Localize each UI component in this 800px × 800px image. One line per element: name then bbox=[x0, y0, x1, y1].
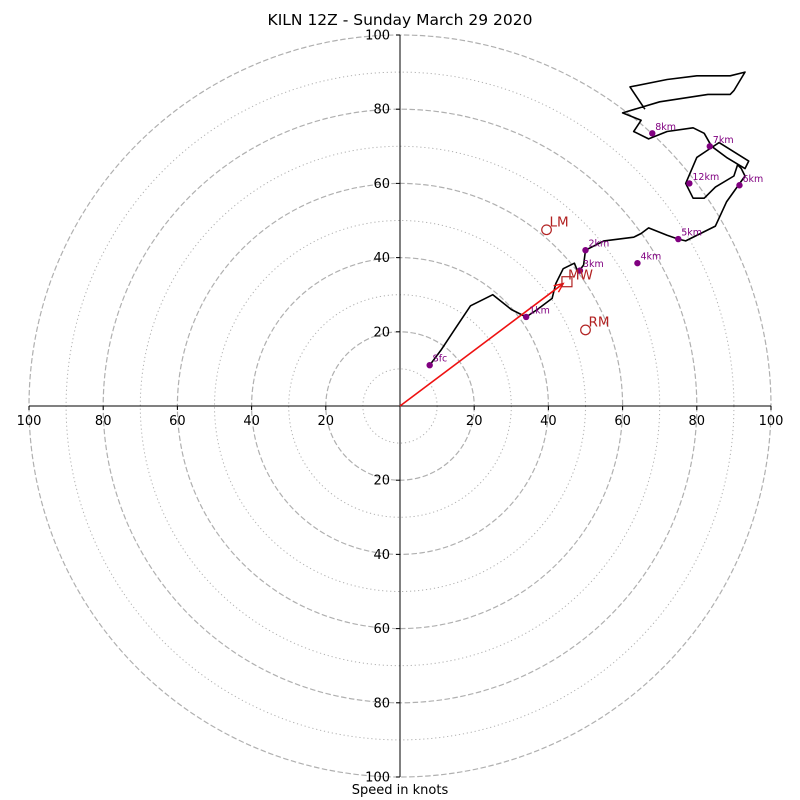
y-tick-label: 60 bbox=[373, 622, 390, 637]
x-axis-label: Speed in knots bbox=[351, 783, 449, 798]
height-marker-1km bbox=[522, 313, 530, 321]
height-marker-5km bbox=[675, 235, 682, 243]
mw-label: MW bbox=[568, 268, 593, 284]
hodograph-line bbox=[429, 71, 750, 366]
height-label-12km: 12km bbox=[692, 172, 719, 183]
height-marker-8km bbox=[649, 130, 656, 137]
y-tick-label: 80 bbox=[373, 696, 390, 711]
lm-label: LM bbox=[550, 214, 569, 230]
y-tick-label: 20 bbox=[373, 325, 390, 340]
y-tick-label: 60 bbox=[373, 177, 390, 192]
height-label-7km: 7km bbox=[713, 135, 734, 146]
height-label-sfc: Sfc bbox=[433, 354, 448, 365]
hodograph-series bbox=[399, 71, 750, 407]
x-tick-label: 40 bbox=[243, 414, 260, 429]
height-label-6km: 6km bbox=[742, 174, 763, 185]
height-marker-12km bbox=[686, 180, 693, 187]
y-tick-label: 40 bbox=[373, 548, 390, 563]
height-label-3km: 3km bbox=[583, 259, 604, 270]
y-tick-label: 80 bbox=[373, 103, 390, 118]
rm-label: RM bbox=[589, 314, 610, 330]
shear-vector-line bbox=[399, 282, 564, 407]
x-tick-label: 100 bbox=[17, 414, 42, 429]
x-tick-label: 60 bbox=[169, 414, 186, 429]
height-marker-2km bbox=[582, 246, 589, 254]
axis-ticks: 100 80 60 40 20 20 40 60 80 100 20 40 60 80 100 20 40 60 8… bbox=[17, 29, 784, 786]
x-tick-label: 80 bbox=[689, 414, 706, 429]
height-marker-3km bbox=[576, 267, 584, 274]
height-label-8km: 8km bbox=[655, 122, 676, 133]
y-tick-label: 100 bbox=[365, 771, 390, 786]
x-tick-label: 20 bbox=[466, 414, 483, 429]
y-tick-label: 100 bbox=[365, 29, 390, 44]
height-markers: Sfc 1km 2km 3km 4km 5km 6km 7km 8km 12km bbox=[426, 122, 763, 369]
shear-vector-arrowhead bbox=[553, 282, 565, 293]
height-label-1km: 1km bbox=[529, 305, 550, 316]
x-tick-label: 100 bbox=[759, 414, 784, 429]
x-tick-label: 80 bbox=[95, 414, 112, 429]
height-marker-7km bbox=[706, 143, 713, 150]
height-marker-4km bbox=[634, 259, 641, 267]
x-tick-label: 20 bbox=[318, 414, 335, 429]
storm-motion-markers: LM RM MW bbox=[541, 214, 610, 336]
height-label-4km: 4km bbox=[640, 252, 661, 263]
lm-marker bbox=[541, 224, 552, 236]
height-marker-6km bbox=[736, 182, 743, 189]
height-marker-sfc bbox=[426, 361, 433, 369]
height-label-2km: 2km bbox=[589, 239, 610, 250]
y-tick-label: 40 bbox=[373, 251, 390, 266]
chart-title: KILN 12Z - Sunday March 29 2020 bbox=[267, 11, 533, 29]
rm-marker bbox=[580, 324, 591, 336]
x-tick-label: 40 bbox=[540, 414, 557, 429]
height-label-5km: 5km bbox=[681, 228, 702, 239]
mw-marker bbox=[561, 276, 573, 288]
y-tick-label: 20 bbox=[373, 474, 390, 489]
x-tick-label: 60 bbox=[614, 414, 631, 429]
